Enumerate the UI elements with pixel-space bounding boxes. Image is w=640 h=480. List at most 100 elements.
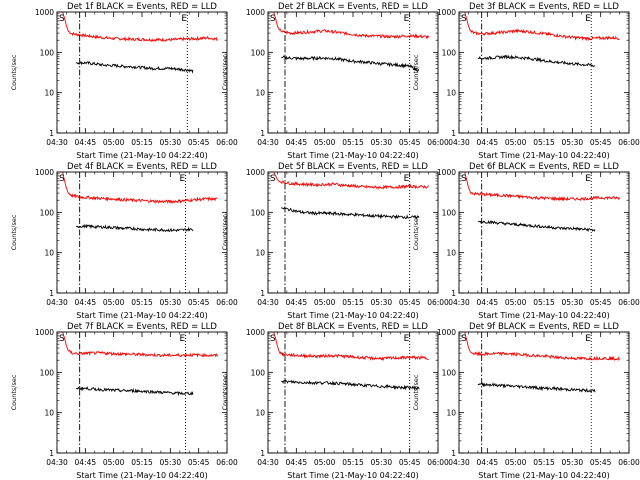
y-tick-label: 1000 (246, 328, 265, 337)
x-tick-label: 04:30 (448, 458, 470, 467)
lld-series-line (464, 331, 620, 362)
panel-det-6: Det 6f BLACK = Events, RED = LLD Counts/s… (412, 162, 640, 320)
y-tick-label: 10 (255, 89, 265, 98)
y-tick-label: 100 (442, 368, 457, 377)
x-tick-label: 05:00 (505, 458, 527, 467)
y-tick-label: 10 (44, 89, 54, 98)
end-marker-label: E (404, 174, 410, 184)
y-tick-label: 1000 (246, 168, 265, 177)
x-tick-label: 04:45 (477, 458, 499, 467)
y-tick-label: 1 (260, 289, 265, 298)
end-marker-label: E (179, 174, 185, 184)
x-tick-label: 04:30 (46, 298, 68, 307)
y-tick-label: 10 (255, 409, 265, 418)
y-tick-label: 1000 (35, 168, 54, 177)
x-tick-label: 05:45 (590, 458, 612, 467)
x-tick-label: 05:30 (371, 458, 393, 467)
x-tick-label: 05:30 (562, 298, 584, 307)
y-tick-label: 1 (260, 129, 265, 138)
x-tick-label: 05:00 (314, 458, 336, 467)
y-tick-label: 100 (40, 48, 55, 57)
y-tick-label: 10 (44, 409, 54, 418)
x-tick-label: 05:15 (342, 138, 364, 147)
x-tick-label: 04:45 (286, 138, 308, 147)
x-axis-label: Start Time (21-May-10 04:22:40) (76, 311, 207, 320)
x-tick-label: 05:15 (131, 138, 153, 147)
lld-series-line (464, 171, 621, 202)
y-tick-label: 100 (251, 48, 266, 57)
x-tick-label: 05:00 (103, 138, 125, 147)
end-marker-label: E (585, 174, 591, 184)
end-marker-label: E (181, 14, 187, 24)
x-tick-label: 04:45 (477, 298, 499, 307)
y-tick-label: 100 (442, 48, 457, 57)
x-tick-label: 05:30 (562, 458, 584, 467)
y-tick-label: 1 (49, 289, 54, 298)
y-tick-label: 10 (446, 249, 456, 258)
x-tick-label: 04:45 (286, 298, 308, 307)
x-tick-label: 05:15 (342, 458, 364, 467)
x-tick-label: 06:00 (427, 458, 449, 467)
start-marker-label: S (59, 334, 65, 344)
x-tick-label: 05:30 (160, 298, 182, 307)
panel-title: Det 8f BLACK = Events, RED = LLD (278, 322, 428, 332)
y-tick-label: 100 (40, 208, 55, 217)
lld-series-line (273, 331, 429, 362)
x-tick-label: 04:45 (75, 138, 97, 147)
x-tick-label: 06:00 (216, 458, 238, 467)
y-tick-label: 100 (251, 368, 266, 377)
x-tick-label: 05:45 (188, 458, 210, 467)
y-tick-label: 10 (44, 249, 54, 258)
x-axis-label: Start Time (21-May-10 04:22:40) (76, 151, 207, 160)
x-axis-label: Start Time (21-May-10 04:22:40) (478, 471, 609, 480)
y-tick-label: 1000 (437, 328, 456, 337)
x-tick-label: 05:30 (160, 458, 182, 467)
x-tick-label: 06:00 (618, 138, 640, 147)
panel-title: Det 4f BLACK = Events, RED = LLD (67, 162, 217, 172)
y-axis-label: Counts/sec (221, 54, 229, 90)
x-tick-label: 04:30 (448, 138, 470, 147)
lld-series-line (62, 171, 218, 204)
events-series-line (75, 223, 194, 233)
events-series-line (477, 220, 596, 233)
y-axis-label: Counts/sec (10, 54, 18, 90)
panel-det-7: Det 7f BLACK = Events, RED = LLD Counts/s… (10, 322, 238, 480)
start-marker-label: S (59, 14, 65, 24)
x-tick-label: 06:00 (216, 138, 238, 147)
x-tick-label: 05:00 (314, 298, 336, 307)
y-tick-label: 100 (40, 368, 55, 377)
x-axis-label: Start Time (21-May-10 04:22:40) (76, 471, 207, 480)
x-tick-label: 04:45 (75, 298, 97, 307)
panel-title: Det 7f BLACK = Events, RED = LLD (67, 322, 217, 332)
y-tick-label: 1 (451, 289, 456, 298)
y-tick-label: 1 (49, 129, 54, 138)
events-series-line (75, 386, 194, 397)
x-tick-label: 06:00 (618, 298, 640, 307)
events-series-line (75, 61, 194, 74)
start-marker-label: S (461, 14, 467, 24)
y-axis-label: Counts/sec (221, 214, 229, 250)
x-tick-label: 04:30 (448, 298, 470, 307)
x-tick-label: 05:15 (533, 298, 555, 307)
plot-frame (458, 171, 630, 294)
x-tick-label: 05:15 (533, 458, 555, 467)
panel-title: Det 9f BLACK = Events, RED = LLD (469, 322, 619, 332)
x-tick-label: 05:30 (160, 138, 182, 147)
start-marker-label: S (461, 334, 467, 344)
start-marker-label: S (270, 334, 276, 344)
x-axis-label: Start Time (21-May-10 04:22:40) (287, 151, 418, 160)
panel-det-2: Det 2f BLACK = Events, RED = LLD Counts/s… (221, 2, 449, 160)
y-tick-label: 1 (49, 449, 54, 458)
y-tick-label: 1000 (35, 328, 54, 337)
x-tick-label: 05:00 (505, 138, 527, 147)
x-tick-label: 04:30 (46, 458, 68, 467)
panel-title: Det 6f BLACK = Events, RED = LLD (469, 162, 619, 172)
x-tick-label: 05:45 (399, 298, 421, 307)
end-marker-label: E (179, 334, 185, 344)
y-axis-label: Counts/sec (412, 374, 420, 410)
y-tick-label: 1 (451, 449, 456, 458)
y-axis-label: Counts/sec (412, 214, 420, 250)
events-series-line (281, 55, 420, 72)
events-series-line (281, 207, 420, 220)
x-tick-label: 04:30 (257, 298, 279, 307)
